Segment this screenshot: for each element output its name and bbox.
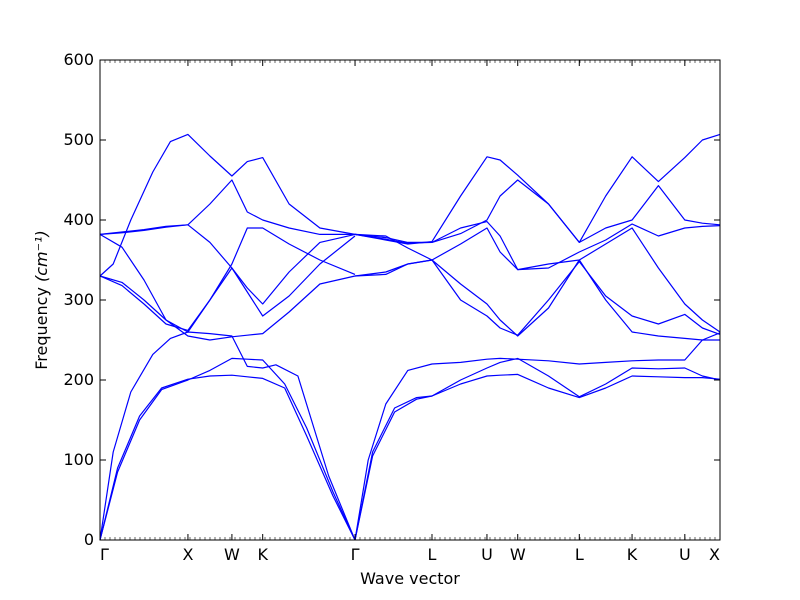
band-line-6 [99,227,356,333]
band-line-11 [354,357,721,541]
x-tick-label: K [257,545,268,564]
band-line-8 [99,179,355,235]
y-tick-label: 200 [63,370,94,389]
y-tick-label: 0 [84,530,94,549]
x-tick-label: U [679,545,691,564]
x-tick-label: L [428,545,437,564]
band-line-10 [354,373,721,541]
y-axis-label-text: Frequency [32,287,51,370]
x-tick-label: W [510,545,526,564]
y-tick-label: 600 [63,50,94,69]
y-axis-label: Frequency (cm⁻¹) [32,230,51,369]
band-line-2 [99,357,356,541]
plot-frame [99,59,721,541]
x-tick-label: X [709,545,720,564]
x-tick-label: L [575,545,584,564]
y-axis-label-unit: (cm⁻¹) [32,230,51,282]
series-layer [99,133,721,541]
band-line-4 [99,275,356,341]
band-line-9 [99,133,356,277]
band-line-14 [354,259,721,336]
band-line-5 [99,235,356,331]
x-axis-label: Wave vector [360,569,460,588]
band-line-7 [99,224,356,305]
x-tick-label: Γ [100,545,109,564]
band-line-12 [354,332,721,541]
y-tick-label: 500 [63,130,94,149]
x-tick-label: Γ [351,545,360,564]
band-line-1 [99,374,356,541]
band-line-18 [354,133,721,245]
band-line-15 [354,227,721,333]
y-tick-label: 100 [63,450,94,469]
x-tick-label: X [182,545,193,564]
x-tick-label: U [481,545,493,564]
y-tick-label: 300 [63,290,94,309]
y-tick-label: 400 [63,210,94,229]
band-line-3 [99,331,356,541]
x-tick-label: W [224,545,240,564]
x-tick-label: K [627,545,638,564]
